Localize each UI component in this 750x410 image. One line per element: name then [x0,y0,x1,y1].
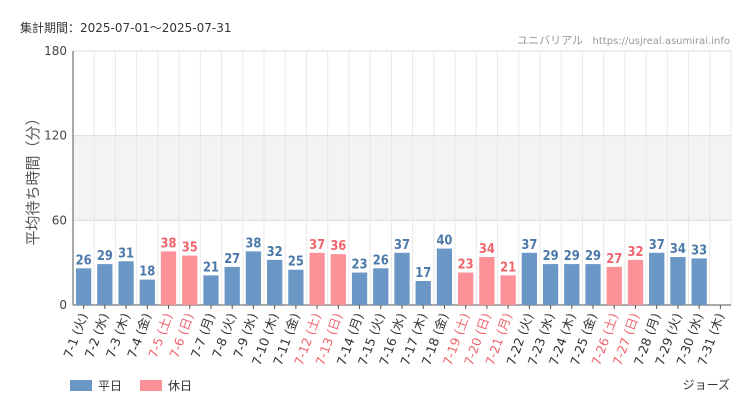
bar-28 [649,252,665,305]
data-label-20: 34 [479,242,495,257]
data-label-15: 26 [373,253,389,268]
data-label-1: 26 [76,253,92,268]
attraction-name: ジョーズ [682,378,730,392]
data-label-7: 21 [203,260,219,275]
legend-swatch-weekday [70,380,92,391]
bar-25 [585,264,601,305]
y-tick-label: 120 [44,129,67,143]
data-label-12: 37 [309,238,325,253]
bar-1 [75,268,92,305]
bar-13 [330,254,346,305]
bar-5 [160,251,177,305]
data-label-18: 40 [436,234,452,249]
data-label-16: 37 [394,238,410,253]
data-label-8: 27 [224,252,240,267]
bar-4 [139,279,155,305]
bar-8 [224,266,240,305]
data-label-19: 23 [458,258,474,273]
data-label-10: 32 [267,245,283,260]
chart-legend: 平日 休日 [70,377,192,394]
bar-19 [458,272,474,305]
legend-label-weekday: 平日 [98,379,123,393]
bar-23 [542,264,559,305]
bar-22 [521,252,537,305]
period-label: 集計期間：2025-07-01～2025-07-31 [20,21,232,35]
credit-site: https://usjreal.asumirai.info [592,36,730,47]
data-label-23: 29 [543,249,559,264]
data-label-22: 37 [521,238,537,253]
data-label-4: 18 [139,265,155,280]
bar-14 [351,272,368,305]
data-label-11: 25 [288,255,304,270]
bar-6 [182,255,198,305]
bar-11 [288,269,304,305]
bar-30 [691,258,707,305]
legend-swatch-holiday [140,380,163,391]
data-label-9: 38 [245,236,261,251]
shaded-band [73,135,731,221]
data-label-21: 21 [500,260,516,275]
data-label-14: 23 [352,258,368,273]
bar-12 [309,252,325,305]
data-label-28: 37 [649,238,665,253]
legend-item-weekday: 平日 [70,377,122,394]
data-label-6: 35 [182,241,198,256]
legend-item-holiday: 休日 [140,377,192,394]
bar-17 [415,281,431,305]
data-label-3: 31 [118,246,134,261]
data-label-17: 17 [415,266,431,281]
bar-2 [97,264,113,305]
y-tick-label: 0 [59,298,67,312]
credit-name: ユニバリアル [517,34,584,47]
data-label-26: 27 [606,252,622,267]
data-label-13: 36 [330,239,346,254]
bar-3 [118,261,134,305]
y-tick-label: 180 [44,44,67,58]
bar-7 [203,275,219,305]
legend-label-holiday: 休日 [168,379,193,393]
data-label-27: 32 [627,245,643,260]
bar-18 [436,248,453,305]
bar-16 [394,252,410,305]
bar-21 [500,275,516,305]
data-label-29: 34 [670,242,686,257]
data-label-25: 29 [585,249,601,264]
site-credit: ユニバリアル https://usjreal.asumirai.info [517,32,730,48]
bar-10 [267,259,283,305]
bar-29 [670,257,686,305]
bar-24 [564,264,580,305]
y-axis-title: 平均待ち時間（分） [24,110,42,245]
bar-20 [479,257,495,305]
data-label-5: 38 [161,236,177,251]
bar-15 [373,268,389,305]
bar-9 [245,251,262,305]
bar-26 [606,266,622,305]
data-label-30: 33 [691,243,707,258]
data-label-2: 29 [97,249,113,264]
y-tick-label: 60 [52,213,67,227]
data-label-24: 29 [564,249,580,264]
bar-27 [627,259,644,305]
